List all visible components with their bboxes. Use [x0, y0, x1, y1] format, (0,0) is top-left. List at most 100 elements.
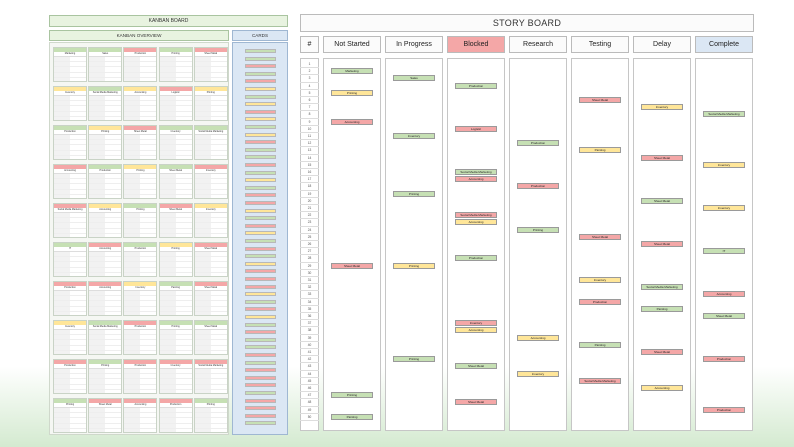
story-card[interactable]: Marketing — [331, 68, 373, 75]
story-card[interactable]: Sheet Metal — [641, 349, 683, 355]
story-card[interactable]: Logistic — [455, 125, 497, 132]
story-card[interactable]: Social Media Marketing — [579, 377, 621, 384]
story-card[interactable]: Inventory — [393, 133, 435, 139]
overview-tile[interactable]: Printing — [123, 203, 158, 238]
story-card[interactable]: Accounting — [517, 334, 559, 341]
overview-tile[interactable]: Production — [123, 242, 158, 277]
overview-tile[interactable]: Social Media Marketing — [193, 359, 228, 394]
story-card[interactable]: Printing — [331, 392, 373, 399]
overview-tile[interactable]: Production — [53, 359, 87, 394]
overview-tile[interactable]: Sheet Metal — [193, 47, 228, 82]
story-card[interactable]: Sheet Metal — [579, 233, 621, 240]
story-card[interactable]: Accounting — [641, 385, 683, 391]
overview-tile[interactable]: Inventory — [193, 203, 228, 238]
overview-tile[interactable]: Painting — [158, 281, 193, 316]
story-card[interactable]: Painting — [641, 305, 683, 312]
overview-tile[interactable]: Production — [158, 398, 193, 433]
story-card[interactable]: Painting — [331, 413, 373, 420]
overview-tile[interactable]: Inventory — [158, 359, 193, 394]
story-card[interactable]: Inventory — [517, 370, 559, 377]
story-card[interactable]: Printing — [393, 356, 435, 363]
story-card[interactable]: Social Media Marketing — [703, 111, 745, 118]
story-card[interactable]: Sheet Metal — [641, 197, 683, 204]
overview-tile[interactable]: Logistic — [158, 86, 193, 121]
overview-tile[interactable]: Printing — [88, 359, 123, 394]
story-card[interactable]: Production — [455, 82, 497, 89]
story-card[interactable]: Sheet Metal — [331, 262, 373, 269]
story-card[interactable]: Printing — [517, 226, 559, 233]
story-card[interactable]: Social Media Marketing — [455, 212, 497, 219]
overview-tile[interactable]: Marketing — [53, 47, 87, 82]
story-card[interactable]: Printing — [393, 190, 435, 197]
story-card[interactable]: Production — [703, 406, 745, 413]
story-card[interactable]: Inventory — [703, 205, 745, 211]
story-card[interactable]: Accounting — [455, 176, 497, 183]
overview-tile[interactable]: Inventory — [53, 86, 87, 121]
overview-tile[interactable]: Sheet Metal — [193, 242, 228, 277]
story-card[interactable]: Painting — [579, 147, 621, 154]
overview-tile[interactable]: Printing — [158, 320, 193, 355]
overview-tile[interactable]: Printing — [158, 242, 193, 277]
story-card[interactable]: Social Media Marketing — [455, 169, 497, 175]
overview-tile[interactable]: Social Media Marketing — [193, 125, 228, 160]
overview-tile[interactable]: Sheet Metal — [88, 398, 123, 433]
overview-tile[interactable]: Accounting — [123, 86, 158, 121]
overview-tile[interactable]: Inventory — [123, 281, 158, 316]
overview-tile[interactable]: Sheet Metal — [158, 203, 193, 238]
overview-tile[interactable]: Accounting — [53, 164, 87, 199]
overview-tile[interactable]: Accounting — [88, 203, 123, 238]
story-card[interactable]: Sheet Metal — [579, 97, 621, 103]
overview-tile[interactable]: IT — [53, 242, 87, 277]
overview-tile[interactable]: Printing — [193, 86, 228, 121]
story-card[interactable]: Accounting — [331, 118, 373, 125]
story-card[interactable]: Accounting — [703, 291, 745, 298]
story-card[interactable]: Sheet Metal — [703, 313, 745, 319]
overview-tile[interactable]: Printing — [88, 125, 123, 160]
overview-tile[interactable]: Printing — [158, 47, 193, 82]
story-card[interactable]: IT — [703, 248, 745, 255]
story-card[interactable]: Accounting — [455, 327, 497, 334]
overview-tile[interactable]: Accounting — [88, 242, 123, 277]
overview-tile[interactable]: Production — [88, 164, 123, 199]
story-card[interactable]: Sheet Metal — [641, 154, 683, 161]
overview-tile[interactable]: Printing — [123, 164, 158, 199]
overview-tile[interactable]: Sheet Metal — [193, 281, 228, 316]
overview-tile[interactable]: Inventory — [158, 125, 193, 160]
story-card[interactable]: Production — [517, 140, 559, 147]
story-card[interactable]: Sales — [393, 75, 435, 82]
story-card[interactable]: Sheet Metal — [455, 363, 497, 370]
overview-tile[interactable]: Accounting — [123, 398, 158, 433]
overview-tile[interactable]: Production — [53, 125, 87, 160]
overview-tile[interactable]: Production — [123, 320, 158, 355]
story-card[interactable]: Painting — [579, 341, 621, 348]
overview-tile[interactable]: Inventory — [193, 164, 228, 199]
story-card[interactable]: Inventory — [641, 104, 683, 111]
overview-tile[interactable]: Accounting — [88, 281, 123, 316]
overview-tile[interactable]: Social Media Marketing — [53, 203, 87, 238]
story-card[interactable]: Printing — [393, 262, 435, 269]
overview-tile[interactable]: Social Media Marketing — [88, 320, 123, 355]
overview-tile[interactable]: Sheet Metal — [193, 320, 228, 355]
overview-tile[interactable]: Sales — [88, 47, 123, 82]
story-card[interactable]: Sheet Metal — [641, 241, 683, 247]
story-card[interactable]: Accounting — [455, 219, 497, 226]
overview-tile[interactable]: Printing — [53, 398, 87, 433]
story-card[interactable]: Printing — [331, 89, 373, 96]
story-card[interactable]: Inventory — [455, 320, 497, 327]
story-card[interactable]: Production — [455, 255, 497, 262]
story-card[interactable]: Social Media Marketing — [641, 284, 683, 291]
overview-tile[interactable]: Printing — [193, 398, 228, 433]
overview-tile[interactable]: Social Media Marketing — [88, 86, 123, 121]
story-card[interactable]: Inventory — [703, 161, 745, 168]
overview-tile[interactable]: Sheet Metal — [123, 125, 158, 160]
story-card[interactable]: Inventory — [579, 277, 621, 283]
story-card[interactable]: Production — [703, 356, 745, 363]
overview-tile[interactable]: Production — [53, 281, 87, 316]
overview-tile[interactable]: Inventory — [53, 320, 87, 355]
overview-tile[interactable]: Production — [123, 47, 158, 82]
story-card[interactable]: Sheet Metal — [455, 399, 497, 406]
story-card[interactable]: Production — [517, 183, 559, 190]
overview-tile[interactable]: Sheet Metal — [158, 164, 193, 199]
story-card[interactable]: Production — [579, 298, 621, 305]
overview-tile[interactable]: Production — [123, 359, 158, 394]
